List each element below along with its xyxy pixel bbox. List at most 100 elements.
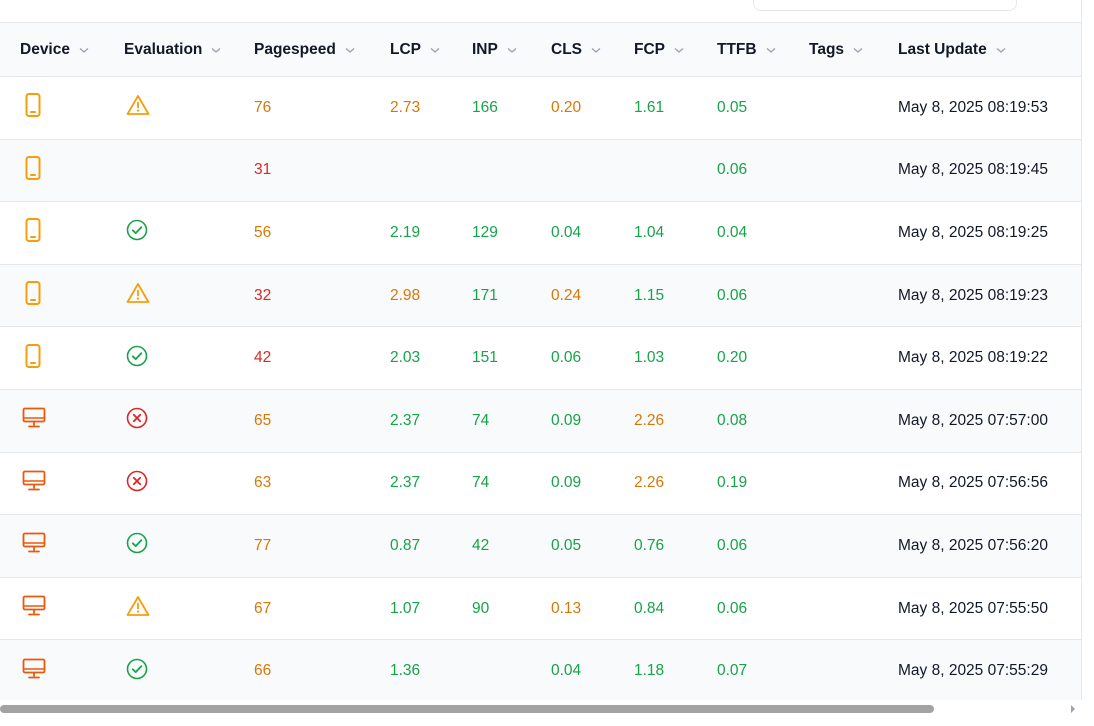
- inp-cell: 129: [472, 201, 551, 265]
- fcp-cell: 1.03: [634, 326, 717, 390]
- device-cell: [0, 201, 124, 265]
- pagespeed-cell: 76: [254, 76, 390, 140]
- table-row[interactable]: 65 2.37 74 0.09 2.26 0.08 May 8, 2025 07:57:00: [0, 389, 1081, 453]
- header-row: Device Evaluation Pagespeed LCP INP CLS …: [0, 22, 1081, 77]
- table-row[interactable]: 77 0.87 42 0.05 0.76 0.06 May 8, 2025 07:56:20: [0, 514, 1081, 578]
- column-header-label: Last Update: [898, 40, 987, 58]
- check-circle-icon: [126, 220, 148, 241]
- lcp-cell: 2.73: [390, 76, 472, 140]
- device-cell: [0, 326, 124, 390]
- last-update-cell: May 8, 2025 07:56:56: [898, 452, 1081, 516]
- x-circle-icon: [126, 470, 148, 492]
- device-cell: [0, 139, 124, 203]
- device-cell: [0, 76, 124, 140]
- chevron-down-icon: [507, 47, 517, 53]
- pagespeed-cell: 65: [254, 389, 390, 453]
- device-cell: [0, 452, 124, 516]
- ttfb-cell: 0.06: [717, 139, 809, 203]
- tags-cell: [809, 139, 898, 203]
- mobile-icon: [25, 281, 41, 306]
- column-header-tags[interactable]: Tags: [809, 22, 898, 77]
- check-circle-icon: [126, 533, 148, 554]
- search-input[interactable]: [753, 0, 1017, 11]
- table-row[interactable]: 32 2.98 171 0.24 1.15 0.06 May 8, 2025 08:19:2…: [0, 264, 1081, 328]
- lcp-cell: 2.98: [390, 264, 472, 328]
- cls-cell: 0.09: [551, 389, 634, 453]
- pagespeed-cell: 32: [254, 264, 390, 328]
- column-header-label: INP: [472, 40, 498, 58]
- column-header-device[interactable]: Device: [0, 22, 124, 77]
- inp-cell: 151: [472, 326, 551, 390]
- table-row[interactable]: 67 1.07 90 0.13 0.84 0.06 May 8, 2025 07:55:50: [0, 577, 1081, 641]
- chevron-down-icon: [79, 47, 89, 53]
- table-row[interactable]: 31 0.06 May 8, 2025 08:19:45: [0, 139, 1081, 203]
- column-header-inp[interactable]: INP: [472, 22, 551, 77]
- lcp-cell: 0.87: [390, 514, 472, 578]
- evaluation-cell: [124, 201, 254, 265]
- cls-cell: 0.24: [551, 264, 634, 328]
- pagespeed-cell: 42: [254, 326, 390, 390]
- chevron-right-icon[interactable]: [1069, 703, 1077, 715]
- column-header-pagespeed[interactable]: Pagespeed: [254, 22, 390, 77]
- column-header-label: TTFB: [717, 40, 757, 58]
- tags-cell: [809, 389, 898, 453]
- tags-cell: [809, 264, 898, 328]
- pagespeed-cell: 66: [254, 639, 390, 703]
- ttfb-cell: 0.06: [717, 264, 809, 328]
- inp-cell: 166: [472, 76, 551, 140]
- last-update-cell: May 8, 2025 08:19:23: [898, 264, 1081, 328]
- scrollbar-thumb[interactable]: [0, 705, 934, 713]
- mobile-icon: [25, 155, 41, 180]
- table-row[interactable]: 63 2.37 74 0.09 2.26 0.19 May 8, 2025 07:56:56: [0, 452, 1081, 516]
- chevron-down-icon: [591, 47, 601, 53]
- cls-cell: 0.13: [551, 577, 634, 641]
- column-header-ttfb[interactable]: TTFB: [717, 22, 809, 77]
- device-cell: [0, 389, 124, 453]
- device-cell: [0, 264, 124, 328]
- table-row[interactable]: 42 2.03 151 0.06 1.03 0.20 May 8, 2025 08:19:2…: [0, 326, 1081, 390]
- column-header-fcp[interactable]: FCP: [634, 22, 717, 77]
- ttfb-cell: 0.19: [717, 452, 809, 516]
- ttfb-cell: 0.20: [717, 326, 809, 390]
- warning-icon: [126, 283, 150, 303]
- column-header-evaluation[interactable]: Evaluation: [124, 22, 254, 77]
- inp-cell: 74: [472, 389, 551, 453]
- evaluation-cell: [124, 577, 254, 641]
- fcp-cell: 1.04: [634, 201, 717, 265]
- lcp-cell: 2.19: [390, 201, 472, 265]
- ttfb-cell: 0.05: [717, 76, 809, 140]
- evaluation-cell: [124, 76, 254, 140]
- lcp-cell: 1.07: [390, 577, 472, 641]
- right-gutter: [1082, 0, 1094, 700]
- divider: [1081, 0, 1082, 700]
- inp-cell: [472, 639, 551, 703]
- pagespeed-cell: 63: [254, 452, 390, 516]
- horizontal-scrollbar[interactable]: [0, 700, 1094, 726]
- desktop-icon: [22, 595, 46, 616]
- table-row[interactable]: 76 2.73 166 0.20 1.61 0.05 May 8, 2025 08:19:5…: [0, 76, 1081, 140]
- mobile-icon: [25, 218, 41, 243]
- table-row[interactable]: 56 2.19 129 0.04 1.04 0.04 May 8, 2025 08:19:2…: [0, 201, 1081, 265]
- chevron-down-icon: [766, 47, 776, 53]
- column-header-last-update[interactable]: Last Update: [898, 22, 1081, 77]
- fcp-cell: 1.61: [634, 76, 717, 140]
- fcp-cell: 0.76: [634, 514, 717, 578]
- cls-cell: 0.06: [551, 326, 634, 390]
- pagespeed-cell: 67: [254, 577, 390, 641]
- column-header-lcp[interactable]: LCP: [390, 22, 472, 77]
- column-header-cls[interactable]: CLS: [551, 22, 634, 77]
- pagespeed-cell: 56: [254, 201, 390, 265]
- mobile-icon: [25, 93, 41, 118]
- column-header-label: Pagespeed: [254, 40, 336, 58]
- inp-cell: 74: [472, 452, 551, 516]
- tags-cell: [809, 76, 898, 140]
- warning-icon: [126, 596, 150, 616]
- last-update-cell: May 8, 2025 08:19:53: [898, 76, 1081, 140]
- check-circle-icon: [126, 658, 148, 679]
- table-row[interactable]: 66 1.36 0.04 1.18 0.07 May 8, 2025 07:55:29: [0, 639, 1081, 703]
- evaluation-cell: [124, 514, 254, 578]
- last-update-cell: May 8, 2025 07:57:00: [898, 389, 1081, 453]
- mobile-icon: [25, 343, 41, 368]
- tags-cell: [809, 326, 898, 390]
- evaluation-cell: [124, 389, 254, 453]
